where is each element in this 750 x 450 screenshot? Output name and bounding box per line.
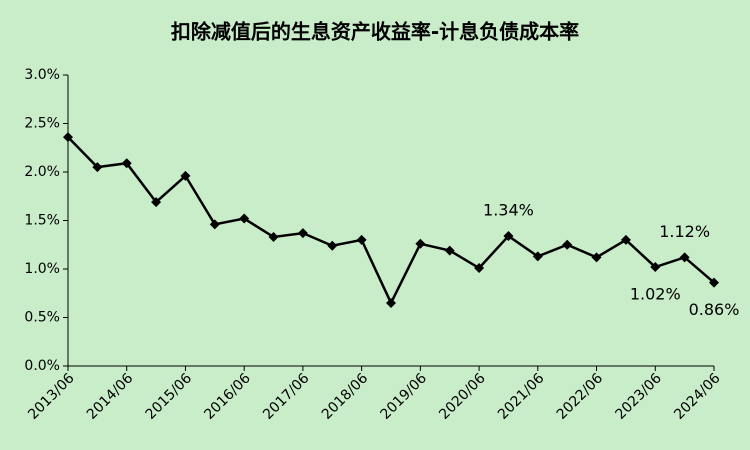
marker [620,234,631,245]
y-tick-label: 2.5% [24,116,60,132]
marker [63,132,73,143]
data-label: 1.12% [659,222,710,241]
y-tick-label: 1.5% [24,213,60,229]
marker [503,231,514,242]
marker [562,239,573,250]
data-label: 1.02% [630,285,681,304]
marker [650,262,661,273]
marker [92,162,103,173]
marker [239,213,250,224]
y-tick-label: 2.0% [24,164,60,180]
marker [209,219,220,230]
chart-title: 扣除减值后的生息资产收益率-计息负债成本率 [171,20,579,44]
marker [415,238,426,249]
marker [121,158,132,169]
marker [180,170,191,181]
marker [444,245,455,256]
marker [327,240,338,251]
marker [679,252,690,263]
marker [356,234,367,245]
y-tick-label: 1.0% [24,261,60,277]
marker [297,228,308,239]
marker [474,263,485,274]
y-tick-label: 3.0% [24,67,60,83]
data-label: 0.86% [689,300,740,319]
marker [386,297,396,308]
data-label: 1.34% [483,201,534,220]
y-tick-label: 0.0% [24,358,60,374]
marker [151,197,162,208]
marker [709,277,719,288]
y-tick-label: 0.5% [24,310,60,326]
marker [591,252,602,263]
marker [532,251,543,262]
marker [268,231,279,242]
